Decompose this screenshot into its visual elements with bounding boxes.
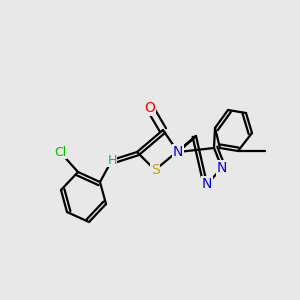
Text: Cl: Cl [54,146,66,158]
Text: N: N [173,145,183,159]
Text: S: S [151,163,159,177]
Text: O: O [145,101,155,115]
Text: H: H [107,154,117,166]
Text: N: N [202,177,212,191]
Text: N: N [217,161,227,175]
